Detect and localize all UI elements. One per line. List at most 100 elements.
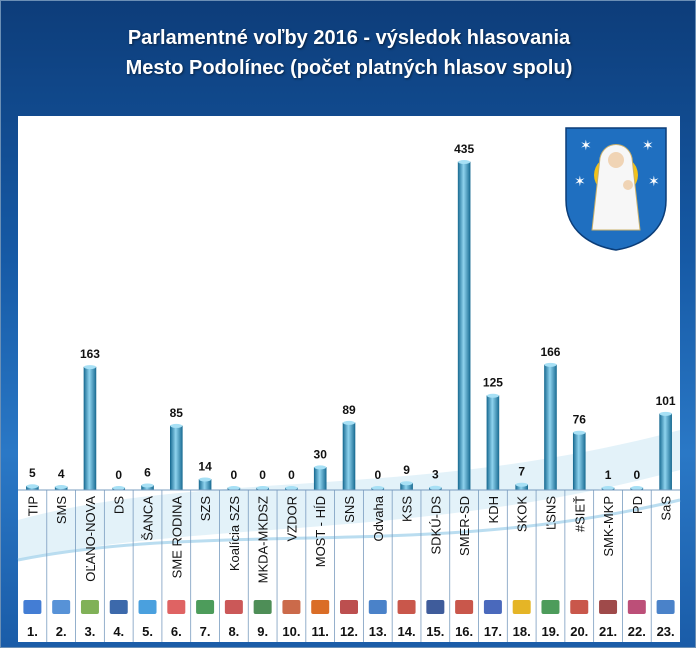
- value-label: 89: [342, 403, 356, 417]
- category-number: 22.: [628, 624, 646, 639]
- title-line-1: Parlamentné voľby 2016 - výsledok hlasov…: [127, 27, 571, 49]
- category-number: 19.: [541, 624, 559, 639]
- category-label: KDH: [486, 496, 501, 523]
- category-number: 4.: [113, 624, 124, 639]
- bar: [544, 364, 557, 491]
- bar-cap: [112, 486, 125, 490]
- category-label: SMER-SD: [457, 496, 472, 556]
- bar-cap: [486, 393, 499, 398]
- party-logo-icon: [455, 600, 474, 614]
- value-label: 85: [170, 406, 184, 420]
- category-number: 10.: [282, 624, 300, 639]
- value-label: 4: [58, 467, 65, 481]
- bar-cap: [83, 365, 96, 370]
- bar-cap: [630, 486, 643, 490]
- value-label: 3: [432, 468, 439, 482]
- value-label: 101: [656, 394, 676, 408]
- party-logo-icon: [196, 600, 215, 614]
- category-label: VZDOR: [284, 496, 299, 542]
- bar-cap: [227, 486, 240, 490]
- category-label: TIP: [25, 496, 40, 516]
- bar: [170, 425, 183, 491]
- party-logo-icon: [167, 600, 186, 614]
- bar-cap: [602, 486, 615, 490]
- category-label: #SIEŤ: [572, 496, 587, 532]
- value-label: 0: [374, 468, 381, 482]
- category-label: SDKÚ-DS: [428, 496, 443, 555]
- party-logo-icon: [599, 600, 618, 614]
- bar-cap: [429, 485, 442, 490]
- category-number: 9.: [257, 624, 268, 639]
- category-label: ŠANCA: [141, 496, 156, 541]
- category-number: 13.: [369, 624, 387, 639]
- party-logo-icon: [138, 600, 157, 614]
- category-number: 2.: [56, 624, 67, 639]
- title-line-2: Mesto Podolínec (počet platných hlasov s…: [125, 57, 573, 79]
- bar-cap: [141, 483, 154, 488]
- category-number: 21.: [599, 624, 617, 639]
- bar-cap: [400, 481, 413, 486]
- party-logo-icon: [311, 600, 330, 614]
- category-number: 18.: [513, 624, 531, 639]
- category-label: MOST - HÍD: [313, 496, 328, 567]
- category-number: 17.: [484, 624, 502, 639]
- bar-cap: [199, 477, 212, 482]
- bar-cap: [55, 484, 68, 489]
- category-label: Koalícia SZS: [227, 496, 242, 571]
- category-label: SME RODINA: [169, 496, 184, 579]
- category-number: 7.: [200, 624, 211, 639]
- category-label: SaS: [659, 496, 674, 521]
- category-label: SZS: [198, 496, 213, 522]
- bar-cap: [544, 362, 557, 367]
- party-logo-icon: [52, 600, 71, 614]
- value-label: 166: [540, 345, 560, 359]
- bar-cap: [343, 420, 355, 425]
- party-logo-icon: [512, 600, 531, 614]
- category-label: SNS: [342, 496, 357, 523]
- category-label: SMK-MKP: [601, 496, 616, 557]
- value-label: 0: [231, 468, 238, 482]
- category-labels-group: TIP SMS OĽANO-NOVA DS ŠANCA SME RODINA SZS Koal…: [25, 495, 673, 583]
- x-axis: [18, 489, 680, 642]
- value-label: 76: [573, 413, 587, 427]
- bar-cap: [170, 423, 183, 428]
- category-label: DS: [112, 496, 127, 514]
- party-logo-icon: [627, 600, 646, 614]
- bar-cap: [573, 430, 586, 435]
- value-label: 14: [198, 459, 212, 473]
- bar: [457, 161, 471, 491]
- party-logo-icon: [541, 600, 560, 614]
- party-logo-icon: [397, 600, 416, 614]
- party-logo-icon: [224, 600, 243, 614]
- value-label: 1: [605, 468, 612, 482]
- bar: [313, 467, 327, 491]
- value-label: 435: [454, 142, 474, 156]
- party-logo-icon: [253, 600, 272, 614]
- category-number: 23.: [657, 624, 675, 639]
- party-logo-icon: [23, 600, 42, 614]
- party-logo-icon: [483, 600, 502, 614]
- party-logo-icon: [282, 600, 301, 614]
- value-label: 0: [633, 468, 640, 482]
- value-label: 5: [29, 466, 36, 480]
- value-label: 125: [483, 376, 503, 390]
- category-number: 20.: [570, 624, 588, 639]
- category-number: 3.: [85, 624, 96, 639]
- chart-title: Parlamentné voľby 2016 - výsledok hlasov…: [1, 23, 695, 83]
- value-label: 30: [314, 447, 328, 461]
- category-number: 16.: [455, 624, 473, 639]
- bar: [342, 422, 356, 491]
- party-logo-icon: [340, 600, 358, 614]
- value-label: 163: [80, 347, 100, 361]
- bar-cap: [458, 160, 471, 164]
- category-number: 1.: [27, 624, 38, 639]
- category-label: PD: [630, 496, 645, 514]
- bar-cap: [515, 482, 528, 487]
- bar: [486, 395, 500, 491]
- party-logo-icon: [426, 600, 445, 614]
- value-label: 6: [144, 465, 151, 479]
- category-label: MKDA-MKDSZ: [256, 496, 271, 583]
- category-number: 15.: [426, 624, 444, 639]
